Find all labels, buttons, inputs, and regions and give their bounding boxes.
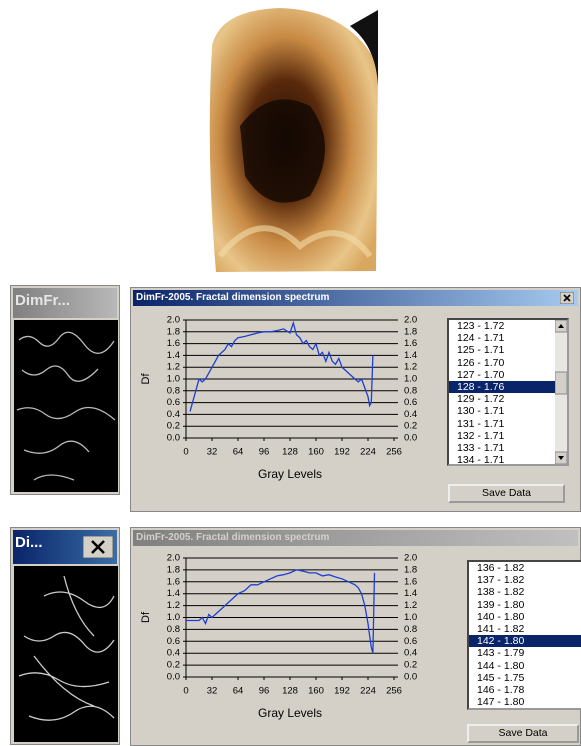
side-close-button[interactable] [83, 536, 113, 558]
title-bar: DimFr-2005. Fractal dimension spectrum [133, 290, 578, 306]
list-item[interactable]: 147 - 1.80 [469, 696, 581, 708]
list-item[interactable]: 125 - 1.71 [449, 344, 567, 356]
list-item[interactable]: 144 - 1.80 [469, 660, 581, 672]
list-item[interactable]: 138 - 1.82 [469, 586, 581, 598]
list-item[interactable]: 127 - 1.70 [449, 369, 567, 381]
side-title: Di... [15, 534, 43, 551]
wood-photo [200, 6, 382, 274]
scroll-bar[interactable] [555, 320, 567, 464]
list-item[interactable]: 139 - 1.80 [469, 599, 581, 611]
window: DimFr-2005. Fractal dimension spectrum 1… [130, 287, 581, 512]
list-item[interactable]: 123 - 1.72 [449, 320, 567, 332]
list-item[interactable]: 143 - 1.79 [469, 647, 581, 659]
save-button[interactable]: Save Data [467, 724, 579, 743]
list-item[interactable]: 142 - 1.80 [469, 635, 581, 647]
list-item[interactable]: 140 - 1.80 [469, 611, 581, 623]
side-window: DimFr... [10, 285, 120, 495]
list-item[interactable]: 124 - 1.71 [449, 332, 567, 344]
side-image [14, 566, 118, 742]
side-window: Di... [10, 527, 120, 745]
list-item[interactable]: 137 - 1.82 [469, 574, 581, 586]
list-item[interactable]: 133 - 1.71 [449, 442, 567, 454]
list-item[interactable]: 129 - 1.72 [449, 393, 567, 405]
list-item[interactable]: 132 - 1.71 [449, 430, 567, 442]
list-item[interactable]: 128 - 1.76 [449, 381, 567, 393]
list-item[interactable]: 126 - 1.70 [449, 357, 567, 369]
close-button[interactable] [560, 292, 574, 304]
list-item[interactable]: 145 - 1.75 [469, 672, 581, 684]
save-button[interactable]: Save Data [448, 484, 565, 503]
side-image [14, 320, 118, 492]
title-bar: DimFr-2005. Fractal dimension spectrum [133, 530, 578, 546]
side-title: DimFr... [15, 292, 70, 309]
page: DimFr... DimFr-2005. Fractal dimension s… [0, 0, 581, 746]
list-item[interactable]: 146 - 1.78 [469, 684, 581, 696]
list-item[interactable]: 134 - 1.71 [449, 454, 567, 466]
list-item[interactable]: 130 - 1.71 [449, 405, 567, 417]
window: DimFr-2005. Fractal dimension spectrum 1… [130, 527, 581, 746]
list-item[interactable]: 136 - 1.82 [469, 562, 581, 574]
list-item[interactable]: 141 - 1.82 [469, 623, 581, 635]
list-item[interactable]: 131 - 1.71 [449, 418, 567, 430]
